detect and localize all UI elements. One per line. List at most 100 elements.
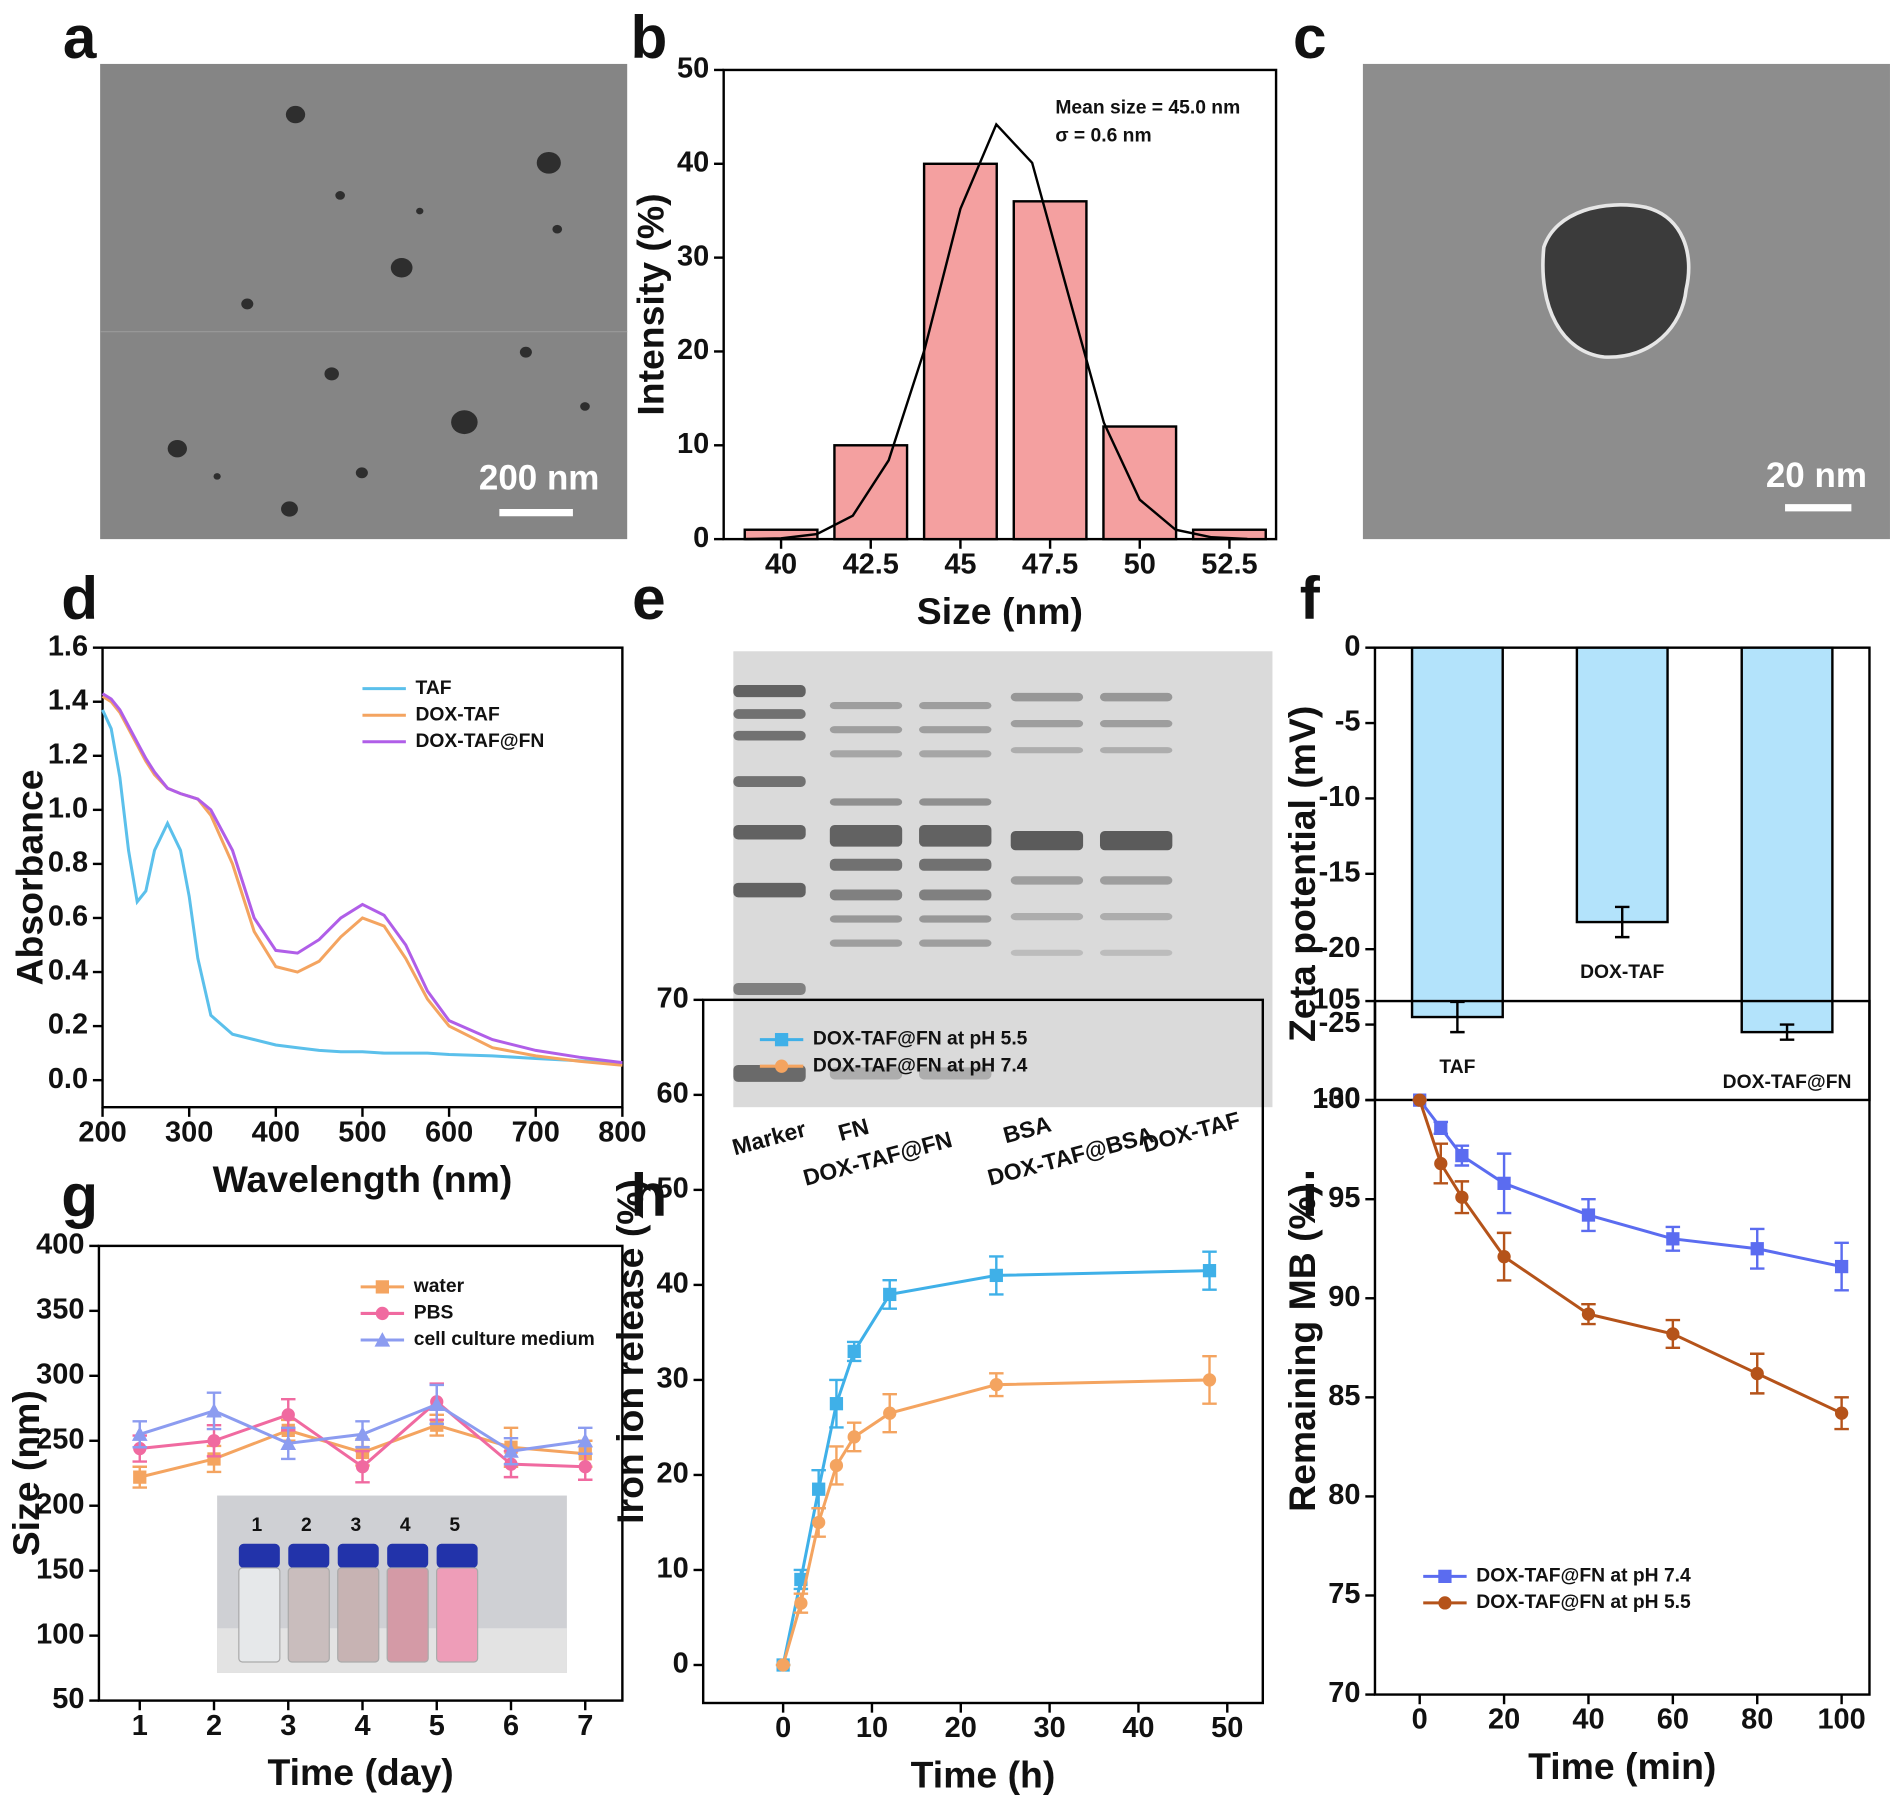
- gel-image: [733, 651, 1273, 1108]
- annotation: σ = 0.6 nm: [1055, 125, 1151, 146]
- lane-label: DOX-TAF: [1139, 1106, 1242, 1157]
- x-tick-label: 500: [338, 1116, 386, 1148]
- plot-frame: [101, 646, 624, 1109]
- gel-band: [829, 824, 903, 847]
- gel-band: [1099, 830, 1173, 851]
- particle: [285, 105, 306, 124]
- y-tick-label: 0.8: [48, 847, 88, 879]
- point: [883, 1406, 897, 1420]
- legend-label: water: [413, 1276, 465, 1297]
- y-tick-label: 1.6: [48, 630, 88, 662]
- panel-letter: d: [61, 564, 98, 632]
- x-tick-label: 60: [1657, 1704, 1689, 1736]
- x-tick-label: 20: [1488, 1704, 1520, 1736]
- gel-band: [829, 701, 903, 710]
- x-axis-title: Size (nm): [917, 590, 1083, 632]
- point: [812, 1482, 826, 1496]
- inset-label: 5: [449, 1515, 460, 1536]
- point: [131, 1426, 148, 1441]
- y-tick-label: 1.2: [48, 738, 88, 770]
- y-tick-label: 350: [36, 1293, 84, 1325]
- point: [1497, 1176, 1511, 1190]
- gel-band: [733, 709, 806, 719]
- plot-frame: [722, 68, 1278, 541]
- inset-label: 4: [400, 1515, 411, 1536]
- point: [794, 1596, 808, 1610]
- gel-band: [1010, 913, 1084, 921]
- y-tick-label: 0: [673, 1648, 689, 1680]
- legend-label: DOX-TAF@FN at pH 7.4: [1476, 1565, 1691, 1586]
- legend-label: DOX-TAF@FN at pH 5.5: [813, 1029, 1028, 1050]
- series-line: [781, 1269, 1210, 1666]
- y-tick-label: 85: [1328, 1380, 1360, 1412]
- gel-band: [1010, 720, 1084, 728]
- point: [503, 1443, 519, 1458]
- panel-letter: i: [1301, 1161, 1318, 1229]
- lane-label: Marker: [729, 1116, 808, 1161]
- y-tick-label: 75: [1328, 1578, 1360, 1610]
- gel-band: [733, 776, 806, 787]
- gel-band: [829, 726, 903, 734]
- fit-curve: [745, 122, 1248, 541]
- y-tick-label: 0.2: [48, 1009, 88, 1041]
- point: [281, 1408, 295, 1422]
- point: [206, 1403, 222, 1418]
- legend-label: DOX-TAF: [416, 704, 500, 725]
- gel-band: [919, 726, 992, 734]
- y-tick-label: 1.4: [48, 684, 88, 716]
- legend-marker: [375, 1306, 389, 1321]
- point: [812, 1515, 826, 1530]
- y-axis-title: Zeta potential (mV): [1281, 706, 1323, 1042]
- particle: [390, 257, 413, 278]
- y-tick-label: 20: [657, 1458, 689, 1490]
- bar: [922, 162, 998, 541]
- inset-label: 1: [252, 1515, 263, 1536]
- inset-label: 3: [350, 1515, 361, 1536]
- y-tick-label: 40: [677, 146, 709, 178]
- y-tick-label: 10: [677, 428, 709, 460]
- gel-band: [919, 858, 992, 871]
- point: [776, 1658, 790, 1672]
- x-tick-label: 45: [944, 548, 976, 580]
- category-label: DOX-TAF@FN: [1723, 1072, 1852, 1093]
- series-line: [101, 692, 623, 1065]
- error-bar: [1614, 905, 1630, 939]
- y-tick-label: 70: [657, 982, 689, 1014]
- particle: [552, 224, 563, 234]
- y-tick-label: 50: [677, 53, 709, 85]
- x-tick-label: 40: [1572, 1704, 1604, 1736]
- y-axis-title: Remaining MB (%): [1281, 1184, 1323, 1512]
- vial-cap: [288, 1543, 330, 1568]
- inset-label: 2: [301, 1515, 312, 1536]
- x-tick-label: 4: [354, 1710, 370, 1742]
- gel-band: [733, 982, 806, 996]
- point: [1202, 1373, 1217, 1387]
- gel-band: [919, 1067, 992, 1080]
- legend-marker: [774, 1033, 789, 1047]
- y-tick-label: 10: [657, 1553, 689, 1585]
- particle: [167, 439, 187, 458]
- point: [1413, 1093, 1427, 1107]
- scale-bar-label: 200 nm: [479, 458, 600, 497]
- particle: [355, 467, 368, 479]
- gel-band: [829, 798, 903, 806]
- x-tick-label: 300: [165, 1116, 213, 1148]
- point: [1455, 1190, 1469, 1204]
- point: [1666, 1327, 1680, 1341]
- gel-band: [1099, 949, 1173, 956]
- x-tick-label: 800: [598, 1116, 646, 1148]
- y-axis-title: Absorbance: [8, 769, 50, 985]
- gel-band: [829, 1067, 903, 1080]
- y-tick-label: 150: [36, 1553, 84, 1585]
- x-tick-label: 5: [429, 1710, 445, 1742]
- gel-band: [919, 750, 992, 758]
- vial: [337, 1567, 380, 1663]
- gel-band: [1010, 747, 1084, 754]
- gel-band: [829, 858, 903, 871]
- plot-frame: [1373, 999, 1871, 1696]
- gel-band: [1099, 692, 1173, 702]
- y-tick-label: -15: [1319, 856, 1361, 888]
- gel-band: [829, 915, 903, 923]
- legend-label: PBS: [414, 1303, 454, 1324]
